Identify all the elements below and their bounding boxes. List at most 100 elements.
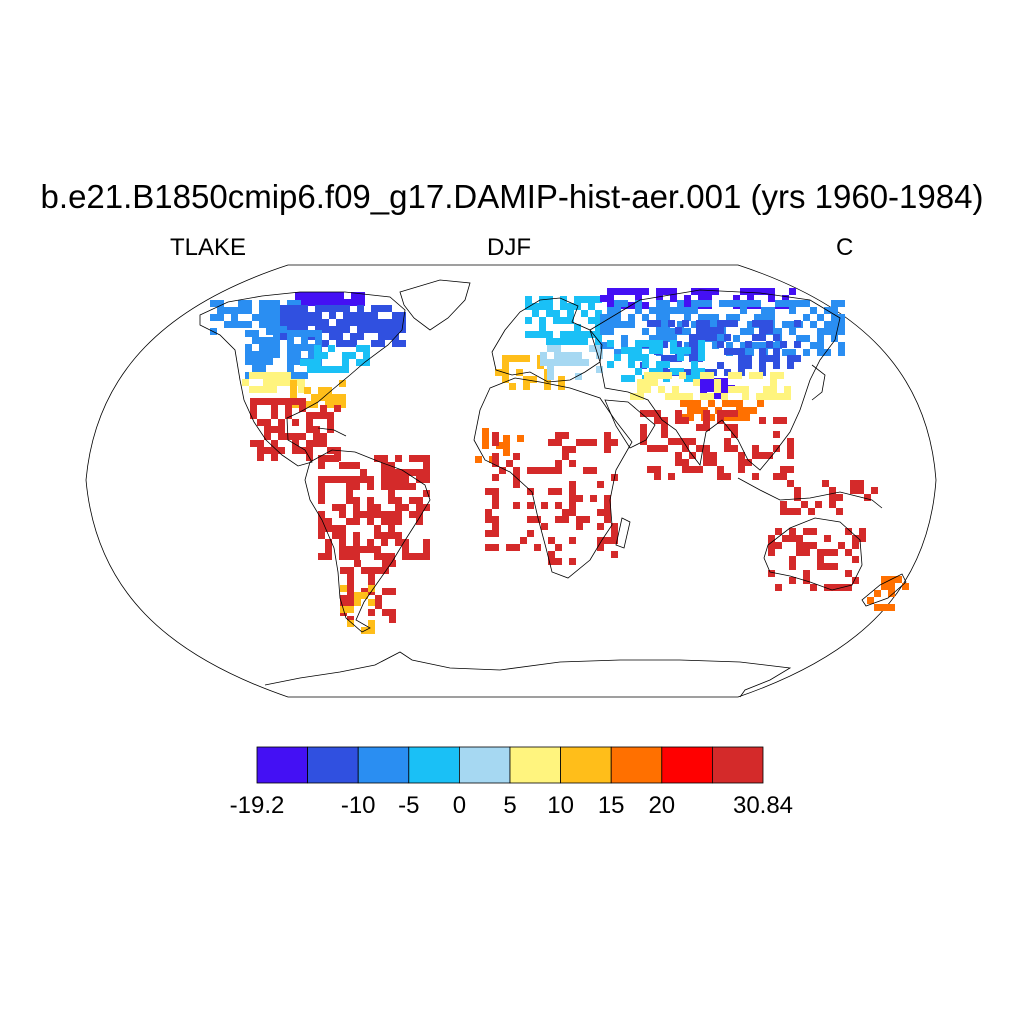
data-cell — [782, 321, 789, 328]
data-cell — [264, 398, 271, 405]
data-cell — [768, 542, 775, 549]
data-cell — [532, 310, 539, 317]
colorbar-tick-label: 0 — [452, 792, 467, 819]
data-cell — [532, 331, 539, 338]
data-cell — [381, 476, 388, 483]
coast-australia — [763, 517, 863, 591]
data-cell — [888, 590, 895, 597]
data-cell — [547, 373, 554, 380]
coast-antarctica — [264, 651, 792, 698]
data-cell — [770, 393, 777, 400]
data-cell — [257, 454, 264, 461]
data-cell — [735, 372, 742, 379]
data-cell — [675, 438, 682, 445]
data-cell — [719, 300, 726, 307]
data-cell — [656, 307, 663, 314]
data-cell — [817, 563, 824, 570]
data-cell — [677, 321, 684, 328]
data-cell — [824, 563, 831, 570]
colorbar-tick-label: -5 — [398, 792, 420, 819]
data-cell — [389, 609, 396, 616]
data-cell — [614, 354, 621, 361]
data-cell — [775, 300, 782, 307]
data-cell — [314, 345, 321, 352]
data-cell — [677, 368, 684, 375]
data-cell — [780, 508, 787, 515]
data-cell — [679, 372, 686, 379]
data-cell — [696, 445, 703, 452]
data-cell — [857, 480, 864, 487]
data-cell — [663, 314, 670, 321]
data-cell — [517, 435, 524, 442]
data-cell — [492, 453, 499, 460]
data-cell — [852, 577, 859, 584]
data-cell — [388, 469, 395, 476]
data-cell — [803, 314, 810, 321]
data-cell — [597, 537, 604, 544]
data-cell — [735, 386, 742, 393]
data-cell — [263, 372, 270, 379]
data-cell — [423, 504, 430, 511]
data-cell — [315, 330, 322, 337]
data-cell — [703, 327, 710, 334]
data-cell — [675, 459, 682, 466]
data-cell — [527, 516, 534, 523]
data-cell — [845, 570, 852, 577]
data-cell — [604, 495, 611, 502]
data-cell — [299, 433, 306, 440]
data-cell — [745, 355, 752, 362]
data-cell — [787, 466, 794, 473]
data-cell — [554, 352, 561, 359]
data-cell — [736, 414, 743, 421]
data-cell — [707, 393, 714, 400]
data-cell — [343, 319, 350, 326]
data-cell — [768, 288, 775, 295]
data-cell — [332, 401, 339, 408]
data-cell — [707, 372, 714, 379]
data-cell — [316, 299, 323, 306]
data-cell — [527, 530, 534, 537]
data-cell — [527, 502, 534, 509]
data-cell — [547, 359, 554, 366]
data-cell — [731, 320, 738, 327]
data-cell — [871, 487, 878, 494]
colorbar-box — [661, 746, 713, 784]
data-cell — [358, 292, 365, 299]
data-cell — [378, 340, 385, 347]
data-cell — [329, 312, 336, 319]
data-cell — [306, 426, 313, 433]
data-cell — [635, 307, 642, 314]
data-cell — [298, 379, 305, 386]
data-cell — [787, 445, 794, 452]
data-cell — [733, 295, 740, 302]
data-cell — [294, 330, 301, 337]
data-cell — [284, 372, 291, 379]
data-cell — [402, 476, 409, 483]
data-cell — [416, 518, 423, 525]
data-cell — [787, 362, 794, 369]
data-cell — [301, 305, 308, 312]
data-cell — [670, 288, 677, 295]
data-cell — [698, 354, 705, 361]
data-cell — [513, 544, 520, 551]
data-cell — [656, 368, 663, 375]
data-cell — [354, 599, 361, 606]
data-cell — [388, 532, 395, 539]
data-cell — [309, 292, 316, 299]
data-cell — [874, 604, 881, 611]
coast-asia — [589, 289, 841, 471]
data-cell — [304, 387, 311, 394]
data-cell — [654, 320, 661, 327]
data-cell — [567, 310, 574, 317]
data-cell — [749, 372, 756, 379]
data-cell — [600, 295, 607, 302]
data-cell — [395, 469, 402, 476]
data-cell — [325, 387, 332, 394]
variable-label: TLAKE — [170, 234, 247, 261]
data-cell — [273, 314, 280, 321]
data-cell — [562, 516, 569, 523]
data-cell — [789, 563, 796, 570]
data-cell — [635, 340, 642, 347]
data-cell — [787, 355, 794, 362]
data-cell — [780, 341, 787, 348]
